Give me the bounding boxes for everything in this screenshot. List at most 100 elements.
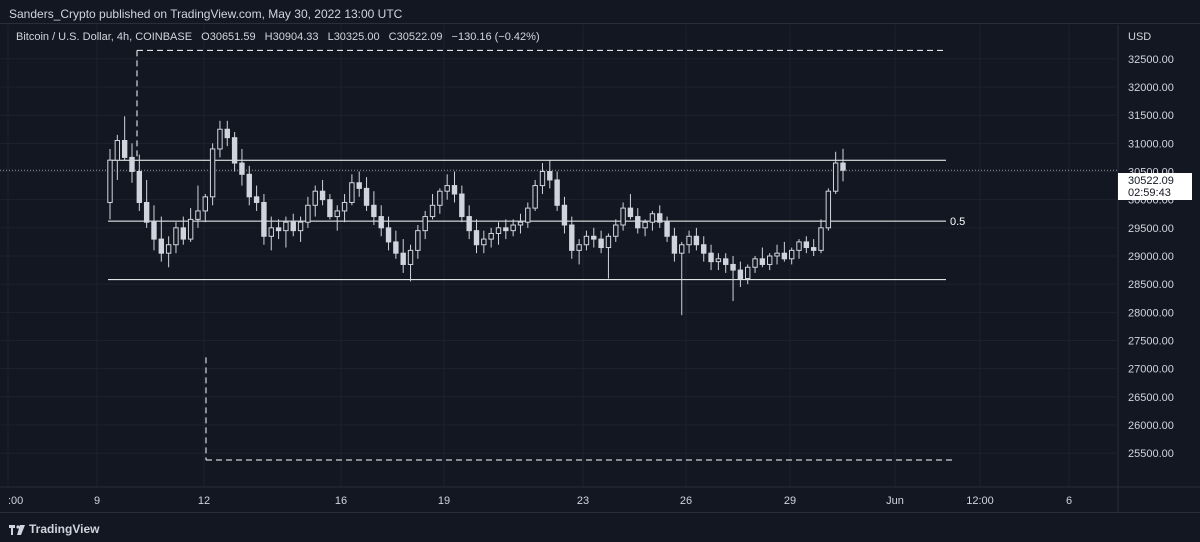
change-value: −130.16 (−0.42%)	[451, 31, 540, 43]
candle-body	[407, 249, 414, 265]
y-tick-label: 28000.00	[1128, 307, 1174, 319]
candle-body	[400, 252, 406, 265]
y-tick-label: 31000.00	[1128, 138, 1174, 150]
candle-body	[444, 185, 450, 192]
chart-area[interactable]: 25500.00 26000.00 26500.00 27000.00 27500.00…	[0, 25, 1200, 512]
candle-body	[752, 258, 758, 268]
currency-label: USD	[1128, 31, 1152, 43]
candle-body	[231, 137, 238, 164]
candle-body	[363, 187, 370, 206]
open-label: O	[201, 31, 210, 43]
candle-body	[114, 140, 121, 161]
candle-body	[810, 247, 817, 251]
candle-body	[143, 201, 150, 223]
x-tick-label: 9	[94, 495, 100, 507]
candle-body	[349, 182, 355, 203]
candle-body	[525, 207, 531, 223]
candle-body	[341, 201, 348, 212]
candle-body	[759, 258, 766, 265]
y-tick-label: 25500.00	[1128, 448, 1174, 460]
candle-body	[539, 170, 546, 187]
candle-body	[195, 210, 201, 220]
candle-body	[803, 241, 810, 249]
last-price-tag: 30522.09 02:59:43	[1118, 173, 1192, 200]
candle-body	[723, 258, 729, 265]
candle-body	[503, 227, 509, 232]
x-tick-label: 12	[198, 495, 210, 507]
candle-body	[334, 210, 340, 218]
candle-body	[488, 232, 494, 240]
price-chart[interactable]: 25500.00 26000.00 26500.00 27000.00 27500.00…	[0, 25, 1200, 512]
candle-body	[224, 128, 230, 139]
candle-body	[217, 128, 223, 150]
candle-body	[268, 227, 274, 237]
candle-body	[371, 204, 377, 218]
close-label: C	[388, 31, 397, 43]
x-tick-label: 6	[1066, 495, 1072, 507]
candle-body	[202, 196, 208, 212]
y-tick-label: 28500.00	[1128, 279, 1174, 291]
candle-body	[422, 216, 428, 232]
candle-body	[547, 170, 553, 181]
candle-body	[576, 244, 582, 251]
candle-body	[591, 235, 597, 240]
candle-body	[209, 148, 216, 198]
candle-body	[517, 221, 524, 226]
candle-body	[319, 190, 326, 201]
candle-body	[701, 244, 707, 254]
candle-body	[840, 162, 846, 171]
ohlc-legend: Bitcoin / U.S. Dollar, 4h, COINBASE O306…	[16, 31, 540, 43]
symbol-label[interactable]: Bitcoin / U.S. Dollar, 4h, COINBASE	[16, 31, 193, 43]
candle-body	[275, 227, 282, 232]
y-tick-label: 26000.00	[1128, 420, 1174, 432]
candle-body	[730, 263, 736, 271]
last-price-value: 30522.09	[1128, 175, 1174, 187]
candle-body	[825, 190, 832, 229]
candle-body	[312, 190, 318, 206]
candle-body	[481, 238, 487, 246]
y-tick-label: 32500.00	[1128, 54, 1174, 66]
candle-body	[613, 224, 619, 237]
candle-body	[627, 207, 634, 218]
candle-body	[620, 207, 626, 226]
header-bar: Sanders_Crypto published on TradingView.…	[0, 0, 1200, 24]
y-tick-label: 27500.00	[1128, 336, 1174, 348]
tradingview-logo-icon	[9, 524, 25, 535]
low-label: L	[327, 31, 334, 43]
candle-body	[429, 204, 436, 218]
candle-body	[466, 216, 472, 232]
candle-body	[158, 238, 165, 254]
close-value: 30522.09	[396, 31, 443, 43]
y-tick-label: 27000.00	[1128, 364, 1174, 376]
x-tick-label: 19	[438, 495, 450, 507]
high-label: H	[264, 31, 273, 43]
x-tick-label: Jun	[886, 495, 904, 507]
candle-body	[261, 201, 267, 237]
footer-bar: TradingView	[0, 512, 1200, 542]
candle-body	[393, 241, 399, 254]
candle-body	[253, 196, 260, 203]
candle-body	[129, 156, 135, 172]
candle-body	[657, 213, 663, 223]
candle-body	[664, 221, 670, 237]
candle-body	[583, 235, 590, 246]
candle-body	[378, 216, 384, 229]
candle-body	[283, 221, 289, 232]
tradingview-logo[interactable]: TradingView	[9, 522, 99, 536]
low-value: 30325.00	[333, 31, 380, 43]
candle-body	[246, 173, 252, 198]
candle-body	[451, 185, 458, 195]
candle-body	[459, 193, 465, 218]
y-tick-label: 31500.00	[1128, 110, 1174, 122]
candle-body	[415, 230, 421, 251]
candle-body	[297, 221, 304, 232]
published-caption: Sanders_Crypto published on TradingView.…	[9, 7, 403, 21]
candle-body	[121, 140, 128, 158]
candle-body	[767, 255, 773, 265]
candle-body	[832, 162, 839, 192]
candle-body	[708, 252, 714, 263]
candle-body	[107, 159, 113, 203]
x-tick-label: 26	[680, 495, 692, 507]
y-tick-label: 32000.00	[1128, 82, 1174, 94]
candle-body	[818, 227, 824, 251]
